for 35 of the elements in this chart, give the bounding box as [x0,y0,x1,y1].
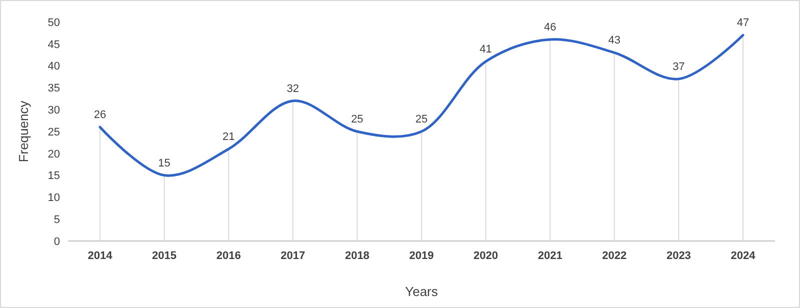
data-label: 32 [286,82,300,95]
data-label: 43 [608,34,621,47]
data-label: 41 [480,43,492,56]
data-label: 46 [544,22,556,34]
x-tick-label: 2024 [730,250,756,262]
x-axis-title: Years [405,284,438,299]
y-tick-label: 0 [54,236,60,248]
x-tick-label: 2017 [280,250,306,262]
y-axis-title: Frequency [16,100,31,162]
y-tick-label: 15 [48,170,60,182]
y-tick-label: 30 [48,104,60,116]
data-label: 21 [222,131,235,144]
x-tick-label: 2020 [474,250,498,262]
x-tick-label: 2023 [666,250,691,262]
y-tick-label: 20 [48,148,60,160]
x-tick-label: 2021 [538,250,562,262]
data-label: 25 [351,114,364,126]
y-tick-label: 50 [48,16,60,29]
data-label: 26 [94,109,106,122]
x-tick-label: 2016 [216,250,241,262]
x-tick-label: 2022 [602,250,627,262]
y-tick-label: 40 [48,60,60,73]
x-tick-label: 2014 [88,250,114,262]
data-label: 25 [415,114,428,126]
data-label: 37 [672,60,685,73]
data-label: 47 [736,17,750,30]
y-tick-label: 45 [48,38,60,51]
x-tick-label: 2018 [344,250,370,262]
x-tick-label: 2015 [152,250,177,262]
y-tick-label: 10 [48,192,60,204]
x-tick-label: 2019 [409,250,434,262]
y-tick-label: 35 [48,82,60,95]
y-tick-label: 5 [54,214,60,226]
data-label: 15 [158,157,170,170]
y-tick-label: 25 [48,126,60,138]
